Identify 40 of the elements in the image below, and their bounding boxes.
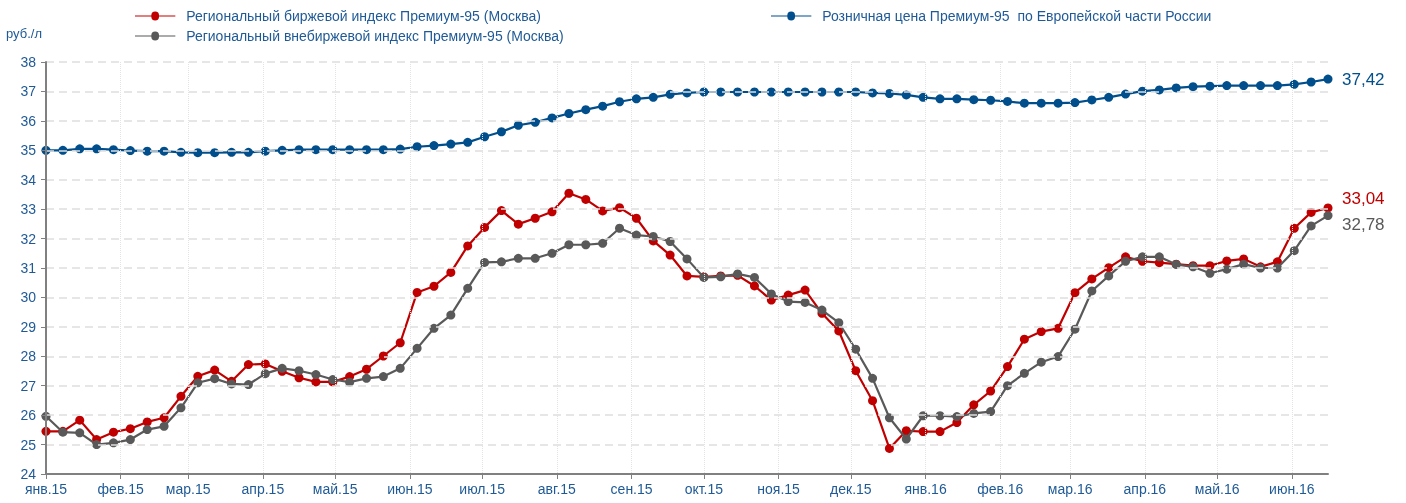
x-tick-label: мар.15 [165,481,211,497]
x-tick-label: фев.15 [97,481,145,497]
y-tick-label: 33 [20,201,37,218]
x-tick-label: фев.16 [977,481,1024,497]
annotation: 37,42 [1342,69,1385,89]
x-tick-label: дек.15 [830,481,872,497]
x-tick-label: янв.15 [24,481,68,497]
y-tick-label: 35 [20,142,37,159]
x-tick-label: ноя.15 [757,481,801,497]
x-tick-label: янв.16 [904,481,947,497]
x-tick-label: май.15 [312,481,358,497]
y-tick-label: 34 [20,171,37,188]
x-tick-label: июн.15 [387,481,433,497]
x-tick-label: май.16 [1194,481,1240,497]
y-tick-label: 38 [20,54,37,70]
legend-label: Региональный биржевой индекс Премиум-95 (Москва) [186,8,541,24]
x-tick-label: авг.15 [537,481,577,497]
y-tick-label: 36 [20,112,37,129]
x-tick-label: июн.16 [1269,481,1315,497]
y-tick-label: 28 [20,348,37,365]
y-tick-label: 31 [20,260,37,276]
x-tick-label: окт.15 [684,481,724,497]
x-tick-label: сен.15 [610,481,653,497]
annotation: 32,78 [1342,215,1385,235]
x-tick-label: апр.15 [241,481,285,497]
y-tick-label: 29 [20,318,37,335]
x-tick-label: мар.16 [1047,481,1093,497]
x-tick-label: апр.16 [1123,481,1167,497]
y-tick-label: 27 [20,377,37,394]
annotation: 33,04 [1342,189,1385,209]
y-tick-label: 25 [20,436,37,453]
y-tick-label: 24 [20,466,37,482]
y-tick-label: 26 [20,407,37,424]
legend-label: Розничная цена Премиум-95 по Европейской части России [822,8,1212,24]
legend-label: Региональный внебиржевой индекс Премиум-95 (Москва) [186,28,564,44]
y-tick-label: 37 [20,83,37,100]
y-tick-label: 30 [20,289,37,306]
y-tick-label: 32 [20,230,37,247]
x-tick-label: июл.15 [459,481,506,497]
y-axis-title: руб./л [6,26,42,41]
